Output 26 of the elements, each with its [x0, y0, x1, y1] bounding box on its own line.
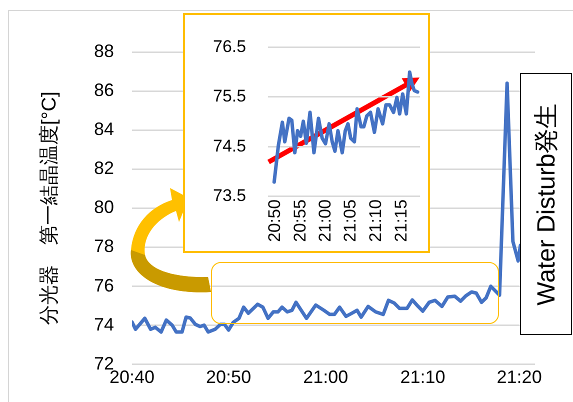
x-tick-label: 21:00 — [303, 367, 348, 388]
y-tick-label: 82 — [94, 158, 114, 178]
x-tick-label: 21:10 — [400, 367, 446, 388]
y-tick-label: 88 — [94, 40, 114, 61]
x-tick-label: 20:55 — [290, 199, 310, 242]
y-tick-label: 73.5 — [212, 186, 246, 206]
y-tick-label: 76 — [94, 275, 114, 296]
x-tick-label: 21:10 — [366, 199, 386, 242]
annotation: Water Disturb発生 — [532, 103, 562, 305]
text-box: Water Disturb発生 — [520, 73, 572, 335]
x-tick-label: 21:05 — [340, 199, 360, 242]
x-tick-label: 20:50 — [206, 367, 252, 388]
y-tick-label: 75.5 — [212, 86, 246, 106]
y-tick-label: 80 — [94, 197, 114, 218]
y-tick-label: 74.5 — [212, 136, 246, 156]
y-tick-label: 76.5 — [212, 36, 246, 56]
y-axis-title: 分光器 第一結晶温度[°C] — [38, 91, 61, 325]
y-tick-label: 86 — [94, 80, 114, 100]
y-tick-label: 84 — [94, 119, 114, 140]
x-tick-label: 20:40 — [110, 367, 155, 388]
x-tick-label: 21:20 — [496, 367, 542, 388]
y-tick-label: 74 — [94, 314, 114, 334]
x-tick-label: 20:50 — [264, 199, 284, 242]
x-tick-label: 21:00 — [316, 199, 334, 242]
y-tick-label: 78 — [94, 236, 114, 256]
x-tick-label: 21:15 — [391, 199, 410, 242]
